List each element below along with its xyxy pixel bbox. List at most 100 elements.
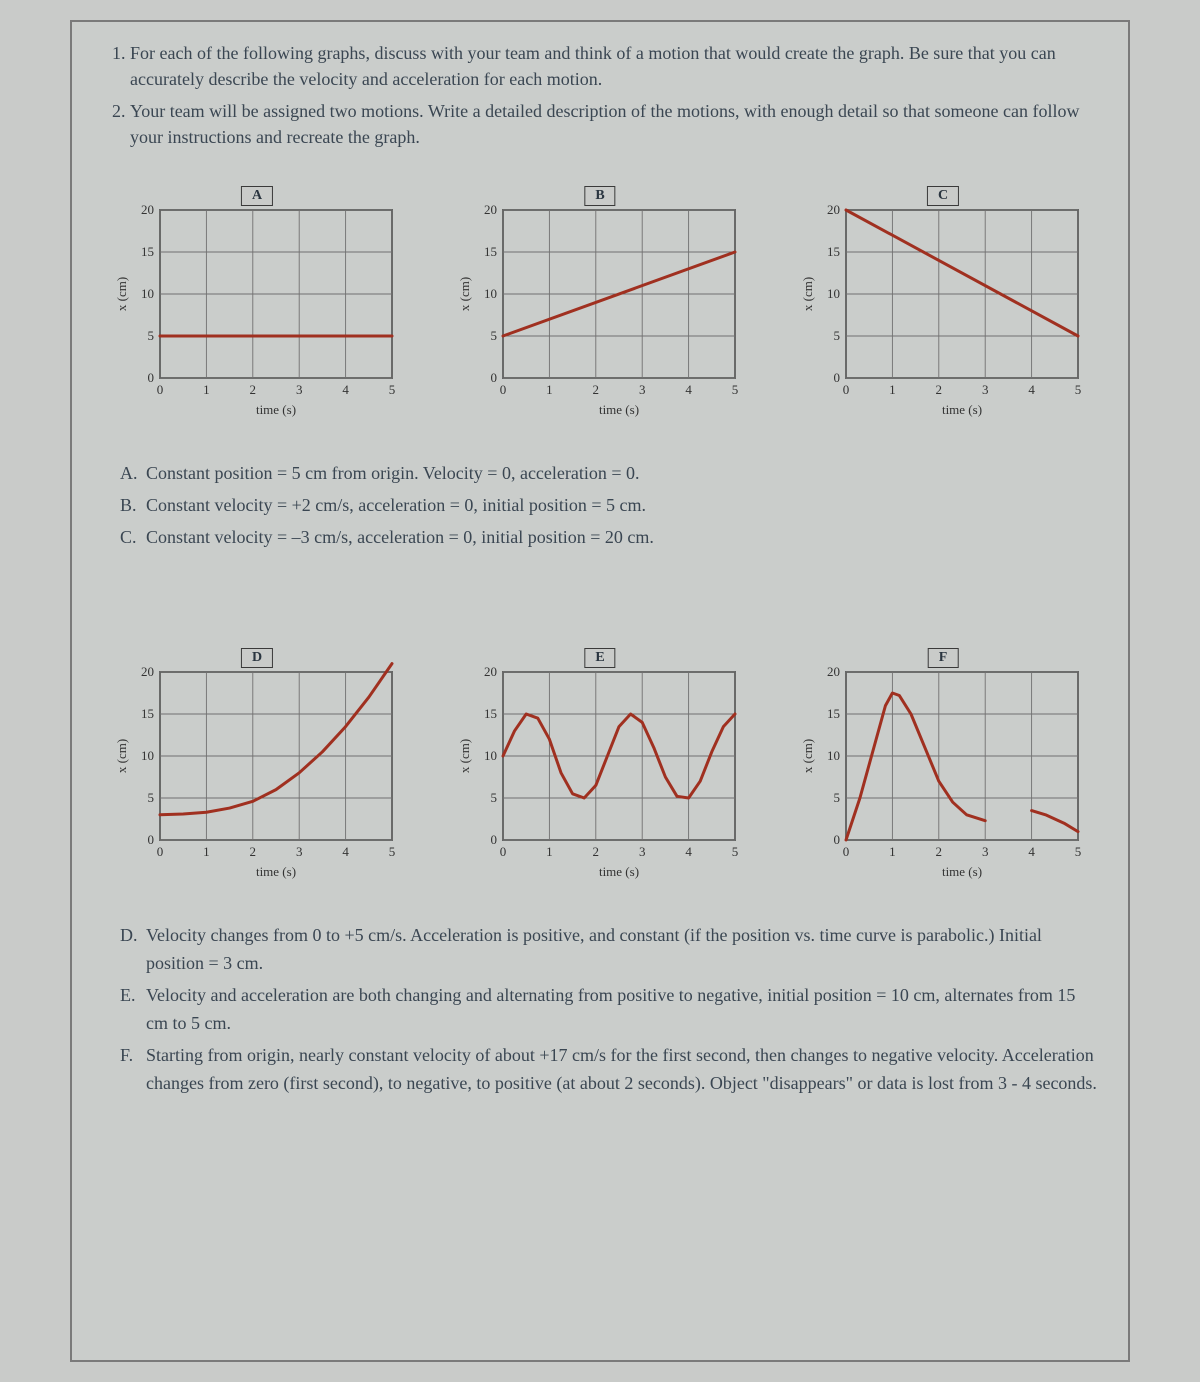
xlabel: time (s) (256, 864, 296, 879)
answer-row: A.Constant position = 5 cm from origin. … (120, 460, 1098, 488)
ytick-label: 15 (141, 706, 154, 721)
xtick-label: 1 (546, 844, 553, 859)
ytick-label: 10 (484, 748, 497, 763)
xtick-label: 3 (982, 844, 989, 859)
ytick-label: 5 (834, 328, 841, 343)
xtick-label: 2 (593, 382, 600, 397)
xtick-label: 1 (889, 844, 896, 859)
answers-bottom: D.Velocity changes from 0 to +5 cm/s. Ac… (102, 922, 1098, 1097)
xtick-label: 0 (500, 382, 507, 397)
ytick-label: 20 (827, 202, 840, 217)
xtick-label: 2 (936, 844, 943, 859)
answer-row: B.Constant velocity = +2 cm/s, accelerat… (120, 492, 1098, 520)
xtick-label: 2 (250, 844, 256, 859)
ytick-label: 15 (484, 244, 497, 259)
xtick-label: 2 (250, 382, 256, 397)
xtick-label: 5 (732, 844, 739, 859)
graph-wrap-B: B01234505101520time (s)x (cm) (455, 200, 745, 420)
ytick-label: 15 (827, 706, 840, 721)
xtick-label: 0 (843, 844, 850, 859)
ytick-label: 20 (484, 202, 497, 217)
ytick-label: 0 (834, 832, 841, 847)
xtick-label: 4 (1028, 844, 1035, 859)
ylabel: x (cm) (800, 739, 815, 773)
xtick-label: 5 (389, 844, 396, 859)
answer-text: Constant velocity = +2 cm/s, acceleratio… (146, 492, 1098, 520)
ytick-label: 20 (141, 664, 154, 679)
ylabel: x (cm) (457, 739, 472, 773)
ytick-label: 0 (148, 370, 155, 385)
graphs-row-top: A01234505101520time (s)x (cm)B0123450510… (102, 200, 1098, 420)
answer-row: C.Constant velocity = –3 cm/s, accelerat… (120, 524, 1098, 552)
graph-label-E: E (584, 648, 615, 668)
xtick-label: 1 (203, 382, 210, 397)
xtick-label: 0 (157, 844, 164, 859)
ytick-label: 20 (141, 202, 154, 217)
graph-C: 01234505101520time (s)x (cm) (798, 200, 1088, 420)
xtick-label: 5 (389, 382, 396, 397)
answer-letter: C. (120, 524, 146, 552)
instruction-1: For each of the following graphs, discus… (130, 40, 1098, 92)
answer-row: F.Starting from origin, nearly constant … (120, 1042, 1098, 1098)
graph-label-B: B (584, 186, 615, 206)
ytick-label: 0 (491, 832, 498, 847)
xtick-label: 3 (639, 382, 646, 397)
graph-label-C: C (927, 186, 959, 206)
xtick-label: 0 (500, 844, 507, 859)
graph-wrap-D: D01234505101520time (s)x (cm) (112, 662, 402, 882)
ytick-label: 15 (484, 706, 497, 721)
graph-D: 0 1 2 3 4 5 0 5 10 15 20 time (s) x (cm) (112, 662, 402, 882)
answer-letter: D. (120, 922, 146, 978)
ytick-label: 20 (484, 664, 497, 679)
ytick-label: 0 (834, 370, 841, 385)
xtick-label: 5 (732, 382, 739, 397)
ytick-label: 10 (827, 286, 840, 301)
ytick-label: 5 (148, 790, 155, 805)
xtick-label: 1 (546, 382, 553, 397)
graphs-row-bottom: D01234505101520time (s)x (cm)E0123450510… (102, 662, 1098, 882)
answer-row: D.Velocity changes from 0 to +5 cm/s. Ac… (120, 922, 1098, 978)
xtick-label: 3 (296, 844, 303, 859)
xtick-label: 3 (982, 382, 989, 397)
ylabel: x (cm) (114, 739, 129, 773)
xlabel: time (s) (599, 864, 639, 879)
graph-wrap-A: A01234505101520time (s)x (cm) (112, 200, 402, 420)
xtick-label: 1 (203, 844, 210, 859)
xlabel: time (s) (599, 402, 639, 417)
xlabel: time (s) (942, 864, 982, 879)
ytick-label: 5 (491, 790, 498, 805)
ytick-label: 10 (141, 286, 154, 301)
ytick-label: 0 (148, 832, 155, 847)
ytick-label: 10 (484, 286, 497, 301)
xtick-label: 4 (685, 382, 692, 397)
graph-label-F: F (928, 648, 959, 668)
graph-F: 01234505101520time (s)x (cm) (798, 662, 1088, 882)
answer-row: E.Velocity and acceleration are both cha… (120, 982, 1098, 1038)
instruction-2: Your team will be assigned two motions. … (130, 98, 1098, 150)
graph-wrap-C: C01234505101520time (s)x (cm) (798, 200, 1088, 420)
graph-label-D: D (241, 648, 273, 668)
ytick-label: 15 (141, 244, 154, 259)
answer-text: Constant velocity = –3 cm/s, acceleratio… (146, 524, 1098, 552)
answer-text: Velocity changes from 0 to +5 cm/s. Acce… (146, 922, 1098, 978)
xtick-label: 2 (593, 844, 600, 859)
xlabel: time (s) (256, 402, 296, 417)
answer-text: Constant position = 5 cm from origin. Ve… (146, 460, 1098, 488)
answer-text: Velocity and acceleration are both chang… (146, 982, 1098, 1038)
ytick-label: 5 (491, 328, 498, 343)
ytick-label: 10 (141, 748, 154, 763)
ytick-label: 10 (827, 748, 840, 763)
ytick-label: 5 (148, 328, 155, 343)
answer-text: Starting from origin, nearly constant ve… (146, 1042, 1098, 1098)
xtick-label: 5 (1075, 844, 1082, 859)
answer-letter: E. (120, 982, 146, 1038)
graph-label-A: A (241, 186, 273, 206)
xlabel: time (s) (942, 402, 982, 417)
xtick-label: 4 (342, 844, 349, 859)
xtick-label: 5 (1075, 382, 1082, 397)
xtick-label: 4 (342, 382, 349, 397)
xtick-label: 4 (1028, 382, 1035, 397)
answer-letter: A. (120, 460, 146, 488)
xtick-label: 0 (843, 382, 850, 397)
ylabel: x (cm) (800, 277, 815, 311)
